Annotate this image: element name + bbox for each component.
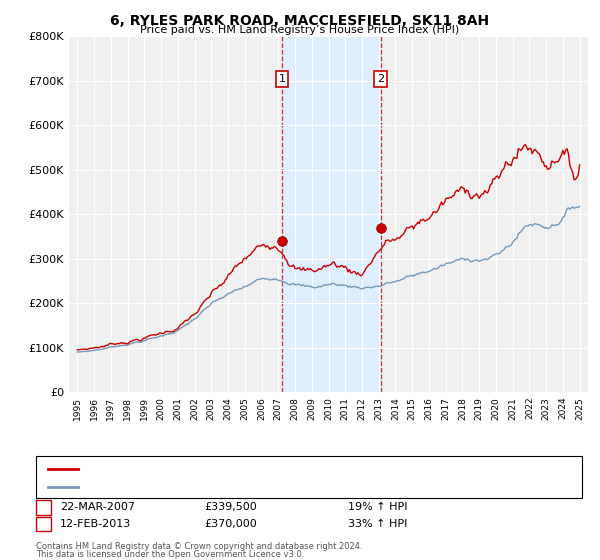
Text: 1: 1	[278, 74, 286, 84]
Bar	[282, 36, 381, 392]
Text: 19% ↑ HPI: 19% ↑ HPI	[348, 502, 407, 512]
Text: Price paid vs. HM Land Registry’s House Price Index (HPI): Price paid vs. HM Land Registry’s House …	[140, 25, 460, 35]
Text: 2: 2	[377, 74, 384, 84]
Text: 6, RYLES PARK ROAD, MACCLESFIELD, SK11 8AH (detached house): 6, RYLES PARK ROAD, MACCLESFIELD, SK11 8…	[81, 464, 427, 474]
Text: £339,500: £339,500	[204, 502, 257, 512]
Text: This data is licensed under the Open Government Licence v3.0.: This data is licensed under the Open Gov…	[36, 550, 304, 559]
Text: Contains HM Land Registry data © Crown copyright and database right 2024.: Contains HM Land Registry data © Crown c…	[36, 542, 362, 551]
Text: 2: 2	[40, 519, 47, 529]
Text: 1: 1	[40, 502, 47, 512]
Text: 22-MAR-2007: 22-MAR-2007	[60, 502, 135, 512]
Text: 6, RYLES PARK ROAD, MACCLESFIELD, SK11 8AH: 6, RYLES PARK ROAD, MACCLESFIELD, SK11 8…	[110, 14, 490, 28]
Text: 12-FEB-2013: 12-FEB-2013	[60, 519, 131, 529]
Text: 33% ↑ HPI: 33% ↑ HPI	[348, 519, 407, 529]
Text: HPI: Average price, detached house, Cheshire East: HPI: Average price, detached house, Ches…	[81, 482, 346, 492]
Text: £370,000: £370,000	[204, 519, 257, 529]
